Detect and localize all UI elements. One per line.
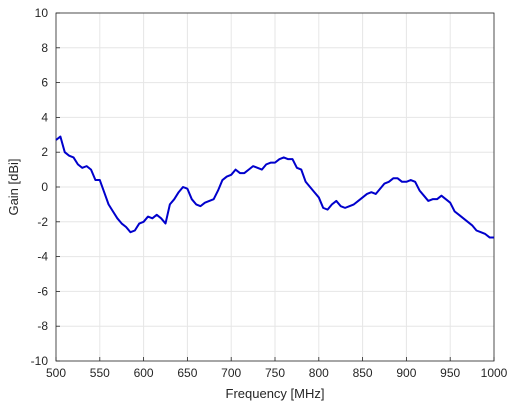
y-tick-label: 8: [41, 41, 48, 55]
x-tick-label: 750: [265, 366, 285, 380]
x-tick-label: 650: [177, 366, 197, 380]
x-tick-label: 800: [309, 366, 329, 380]
y-tick-label: 0: [41, 180, 48, 194]
y-tick-label: -8: [37, 319, 48, 333]
y-tick-label: -2: [37, 215, 48, 229]
ticks: 500 550 600 650 700 750 800 850 900 950 1000 -10 -8 -…: [31, 6, 508, 380]
y-axis-label: Gain [dBi]: [6, 158, 21, 215]
x-tick-label: 700: [221, 366, 241, 380]
y-tick-label: 2: [41, 145, 48, 159]
y-tick-label: -10: [31, 354, 49, 368]
x-axis-label: Frequency [MHz]: [226, 386, 325, 401]
series-line: [55, 135, 494, 239]
x-tick-label: 550: [90, 366, 110, 380]
x-tick-label: 900: [396, 366, 416, 380]
x-tick-label: 600: [134, 366, 154, 380]
x-tick-label: 1000: [481, 366, 508, 380]
y-tick-label: -4: [37, 250, 48, 264]
y-tick-label: 4: [41, 110, 48, 124]
x-tick-label: 950: [440, 366, 460, 380]
y-tick-label: 6: [41, 76, 48, 90]
y-tick-label: 10: [35, 6, 49, 20]
x-tick-label: 850: [353, 366, 373, 380]
grid: [55, 12, 495, 362]
x-tick-label: 500: [46, 366, 66, 380]
y-tick-label: -6: [37, 284, 48, 298]
series-group: [55, 135, 494, 239]
